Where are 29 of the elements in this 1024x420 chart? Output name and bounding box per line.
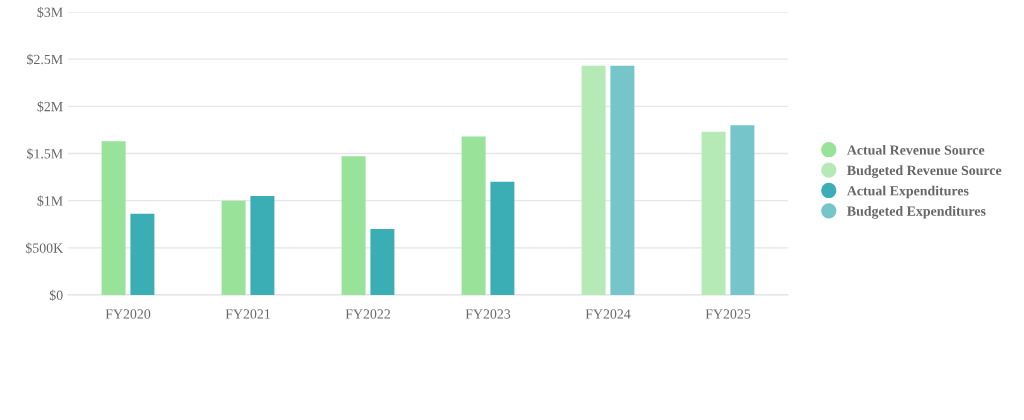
- x-tick-label: FY2020: [105, 309, 151, 319]
- bar: [341, 156, 366, 295]
- bar: [370, 228, 395, 295]
- bar: [221, 200, 246, 295]
- y-tick-label: $3M: [37, 6, 63, 18]
- y-tick-label: $2.5M: [27, 53, 63, 66]
- legend-label: Actual Expenditures: [846, 185, 969, 199]
- y-tick-label: $1.5M: [27, 148, 63, 160]
- y-tick-label: $2M: [37, 101, 63, 113]
- x-tick-label: FY2024: [585, 309, 631, 319]
- x-tick-label: FY2023: [465, 309, 511, 319]
- y-tick-label: $500K: [25, 242, 63, 254]
- y-tick-label: $1M: [37, 195, 63, 207]
- bar: [701, 131, 726, 295]
- legend-label: Budgeted Revenue Source: [847, 165, 1002, 178]
- x-tick-label: FY2022: [345, 309, 390, 319]
- bar: [581, 65, 606, 295]
- bar: [101, 141, 126, 295]
- bar: [490, 181, 515, 295]
- y-tick-label: $0: [49, 289, 63, 301]
- bar: [130, 213, 155, 295]
- x-tick-label: FY2025: [705, 309, 751, 319]
- bar: [250, 195, 275, 295]
- legend-label: Budgeted Expenditures: [847, 206, 986, 219]
- bar: [610, 65, 635, 295]
- bar: [730, 125, 755, 295]
- x-tick-label: FY2021: [225, 309, 270, 319]
- bar: [461, 136, 486, 295]
- legend-label: Actual Revenue Source: [846, 144, 985, 155]
